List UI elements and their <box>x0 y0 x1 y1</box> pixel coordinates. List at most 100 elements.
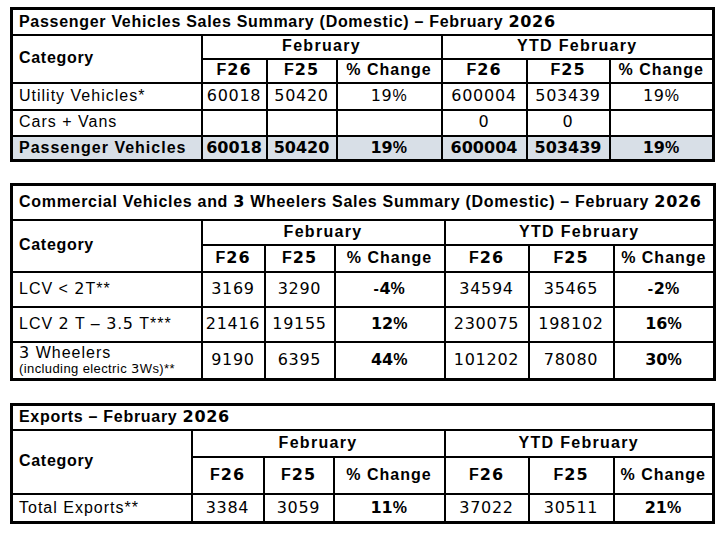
category-cell: 3 Wheelers(including electric 3Ws)** <box>12 342 202 380</box>
column-header-f25: F25 <box>265 245 335 272</box>
column-header-f25: F25 <box>527 59 610 83</box>
value-cell: 6395 <box>265 342 335 380</box>
value-cell: 503439 <box>527 136 610 161</box>
value-cell: 3169 <box>202 272 265 307</box>
value-cell: 198102 <box>529 307 614 342</box>
value-cell: 19% <box>610 136 714 161</box>
value-cell: 30511 <box>529 494 614 523</box>
value-cell: 19% <box>337 83 442 110</box>
value-cell: 21416 <box>202 307 265 342</box>
value-cell: 9190 <box>202 342 265 380</box>
table-row: Cars + Vans 00 <box>12 110 714 136</box>
value-cell: 600004 <box>442 136 527 161</box>
category-label: LCV < 2T** <box>19 280 111 297</box>
value-cell: 19% <box>610 83 714 110</box>
column-group-ytd-february: YTD February <box>445 220 715 245</box>
value-cell <box>267 110 337 136</box>
column-header--change: % Change <box>335 245 445 272</box>
group-header-row: CategoryFebruaryYTD February <box>12 220 715 245</box>
value-cell: -4% <box>335 272 445 307</box>
column-group-february: February <box>192 430 445 457</box>
value-cell: 60018 <box>202 136 267 161</box>
value-cell: 3290 <box>265 272 335 307</box>
value-cell <box>337 110 442 136</box>
column-header--change: % Change <box>614 457 714 494</box>
table-title: Passenger Vehicles Sales Summary (Domest… <box>12 9 714 35</box>
column-header-f25: F25 <box>529 245 614 272</box>
column-header-f26: F26 <box>445 457 529 494</box>
value-cell: 503439 <box>527 83 610 110</box>
column-header-category: Category <box>12 35 202 83</box>
table-title: Commercial Vehicles and 3 Wheelers Sales… <box>12 185 715 220</box>
column-header-f26: F26 <box>192 457 264 494</box>
value-cell: 230075 <box>445 307 529 342</box>
value-cell: 30% <box>614 342 715 380</box>
value-cell: 0 <box>442 110 527 136</box>
column-group-ytd-february: YTD February <box>442 35 714 59</box>
sales-table: Commercial Vehicles and 3 Wheelers Sales… <box>10 183 716 381</box>
category-cell: Utility Vehicles* <box>12 83 202 110</box>
group-header-row: CategoryFebruaryYTD February <box>12 35 714 59</box>
value-cell <box>202 110 267 136</box>
table-row: Passenger Vehicles600185042019%600004503… <box>12 136 714 161</box>
value-cell: 50420 <box>267 83 337 110</box>
value-cell: 21% <box>614 494 714 523</box>
value-cell: 12% <box>335 307 445 342</box>
category-label: Cars + Vans <box>19 113 117 130</box>
category-cell: LCV < 2T** <box>12 272 202 307</box>
column-header-f26: F26 <box>202 59 267 83</box>
sales-table: Passenger Vehicles Sales Summary (Domest… <box>10 7 715 162</box>
table-title-row: Exports – February 2026 <box>12 405 714 430</box>
category-label: Passenger Vehicles <box>19 139 186 156</box>
table-row: 3 Wheelers(including electric 3Ws)**9190… <box>12 342 715 380</box>
column-header-category: Category <box>12 220 202 272</box>
value-cell: 50420 <box>267 136 337 161</box>
value-cell: 16% <box>614 307 715 342</box>
column-header-f25: F25 <box>264 457 334 494</box>
value-cell: 101202 <box>445 342 529 380</box>
column-header--change: % Change <box>610 59 714 83</box>
table-row: LCV 2 T – 3.5 T*** 214161915512%230075198… <box>12 307 715 342</box>
column-header--change: % Change <box>614 245 715 272</box>
value-cell: 37022 <box>445 494 529 523</box>
value-cell: 78080 <box>529 342 614 380</box>
category-label: LCV 2 T – 3.5 T*** <box>19 315 172 332</box>
value-cell: 34594 <box>445 272 529 307</box>
category-note: (including electric 3Ws)** <box>19 362 201 376</box>
value-cell: 19% <box>337 136 442 161</box>
category-cell: LCV 2 T – 3.5 T*** <box>12 307 202 342</box>
column-group-february: February <box>202 220 445 245</box>
column-header-category: Category <box>12 430 192 494</box>
column-header--change: % Change <box>334 457 445 494</box>
column-group-february: February <box>202 35 442 59</box>
column-header-f26: F26 <box>445 245 529 272</box>
sales-table: Exports – February 2026CategoryFebruaryY… <box>10 403 715 524</box>
value-cell: 600004 <box>442 83 527 110</box>
table-title: Exports – February 2026 <box>12 405 714 430</box>
column-header-f26: F26 <box>202 245 265 272</box>
category-cell: Total Exports** <box>12 494 192 523</box>
value-cell: 60018 <box>202 83 267 110</box>
table-title-row: Passenger Vehicles Sales Summary (Domest… <box>12 9 714 35</box>
category-cell: Cars + Vans <box>12 110 202 136</box>
column-header-f25: F25 <box>529 457 614 494</box>
column-group-ytd-february: YTD February <box>445 430 714 457</box>
value-cell: 11% <box>334 494 445 523</box>
group-header-row: CategoryFebruaryYTD February <box>12 430 714 457</box>
value-cell: 35465 <box>529 272 614 307</box>
column-header-f25: F25 <box>267 59 337 83</box>
value-cell: -2% <box>614 272 715 307</box>
table-row: Utility Vehicles*600185042019%6000045034… <box>12 83 714 110</box>
value-cell: 44% <box>335 342 445 380</box>
value-cell <box>610 110 714 136</box>
value-cell: 0 <box>527 110 610 136</box>
table-title-row: Commercial Vehicles and 3 Wheelers Sales… <box>12 185 715 220</box>
category-label: Total Exports** <box>19 499 139 516</box>
value-cell: 3384 <box>192 494 264 523</box>
value-cell: 19155 <box>265 307 335 342</box>
category-label: 3 Wheelers <box>19 344 111 361</box>
column-header-f26: F26 <box>442 59 527 83</box>
category-cell: Passenger Vehicles <box>12 136 202 161</box>
table-row: Total Exports** 3384305911%370223051121% <box>12 494 714 523</box>
value-cell: 3059 <box>264 494 334 523</box>
